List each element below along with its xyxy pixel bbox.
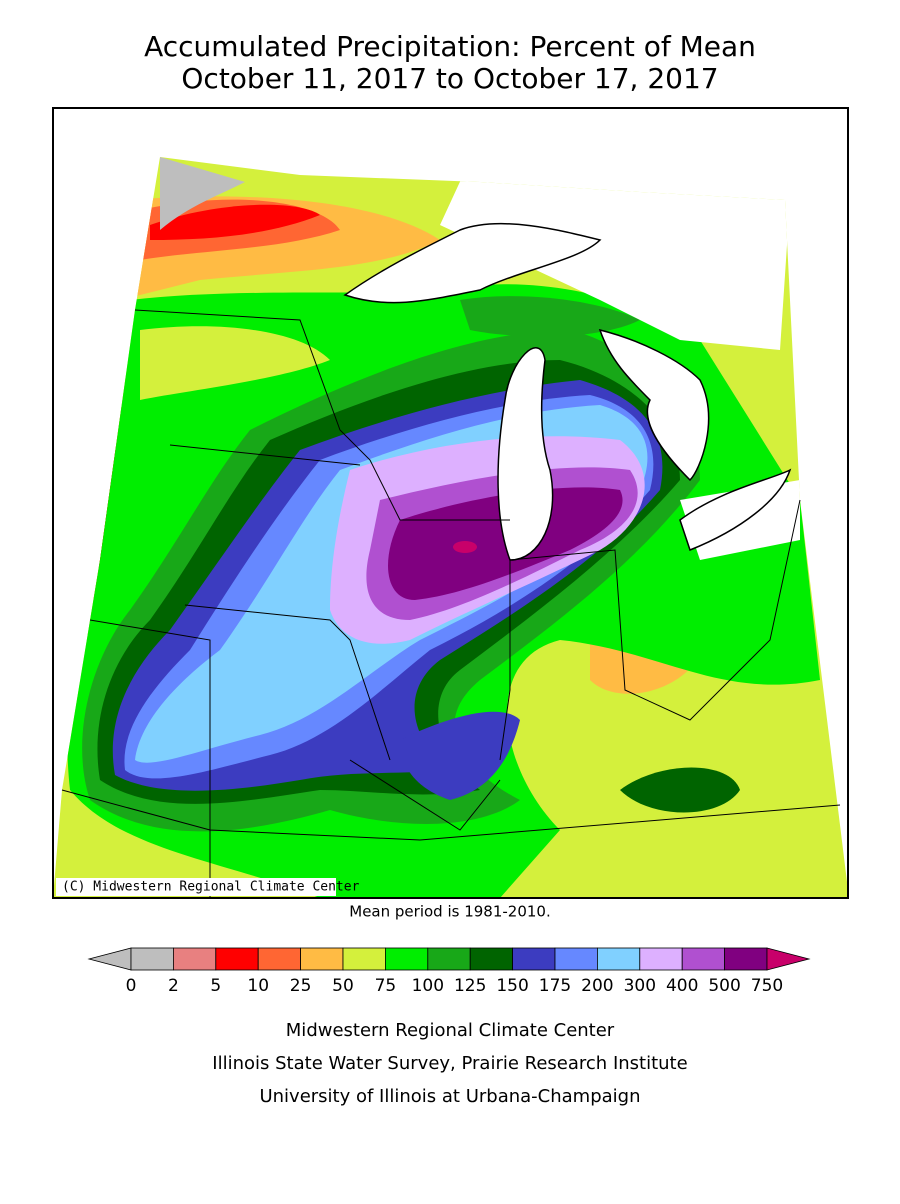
- footer-line: University of Illinois at Urbana-Champai…: [259, 1086, 640, 1107]
- colorbar-bin: [257, 947, 302, 971]
- footer-line: Midwestern Regional Climate Center: [286, 1020, 615, 1041]
- colorbar-bin: [681, 947, 726, 971]
- colorbar-label: 5: [210, 976, 221, 996]
- colorbar-label: 150: [496, 976, 528, 996]
- colorbar-label: 200: [581, 976, 613, 996]
- footer-line: Illinois State Water Survey, Prairie Res…: [212, 1053, 687, 1074]
- colorbar-label: 50: [332, 976, 354, 996]
- state-borders: [61, 309, 841, 898]
- colorbar-label: 100: [412, 976, 444, 996]
- map: (C) Midwestern Regional Climate Center: [52, 107, 849, 899]
- colorbar-bin: [427, 947, 471, 971]
- colorbar-bin: [215, 947, 259, 971]
- colorbar-bin: [172, 947, 217, 971]
- colorbar-under: [87, 947, 132, 971]
- credit: (C) Midwestern Regional Climate Center: [62, 880, 360, 895]
- colorbar-bin: [300, 947, 344, 971]
- colorbar-bin: [597, 947, 641, 971]
- colorbar-bin: [512, 947, 556, 971]
- colorbar-bin: [342, 947, 386, 971]
- colorbar-label: 175: [539, 976, 571, 996]
- title-line: October 11, 2017 to October 17, 2017: [181, 62, 718, 95]
- colorbar-bin: [639, 947, 683, 971]
- colorbar-bin: [469, 947, 514, 971]
- colorbar-label: 2: [168, 976, 179, 996]
- colorbar-bin: [554, 947, 598, 971]
- colorbar-label: 125: [454, 976, 486, 996]
- colorbar-label: 300: [624, 976, 656, 996]
- lakes: [343, 222, 792, 561]
- colorbar: 0 2 5 10 25 50 75 100 125 150 175 200 300 400 500 750: [87, 947, 811, 996]
- colorbar-bin: [724, 947, 768, 971]
- note: Mean period is 1981-2010.: [349, 903, 550, 921]
- colorbar-label: 500: [708, 976, 740, 996]
- map-frame: [52, 107, 849, 899]
- colorbar-bin: [384, 947, 429, 971]
- colorbar-label: 750: [751, 976, 783, 996]
- colorbar-label: 0: [126, 976, 137, 996]
- colorbar-over: [766, 947, 811, 971]
- colorbar-label: 10: [247, 976, 269, 996]
- colorbar-label: 25: [290, 976, 312, 996]
- colorbar-bin: [130, 947, 174, 971]
- credit-box: [56, 878, 336, 896]
- colorbar-label: 400: [666, 976, 698, 996]
- colorbar-label: 75: [375, 976, 397, 996]
- title-line: Accumulated Precipitation: Percent of Me…: [144, 30, 756, 63]
